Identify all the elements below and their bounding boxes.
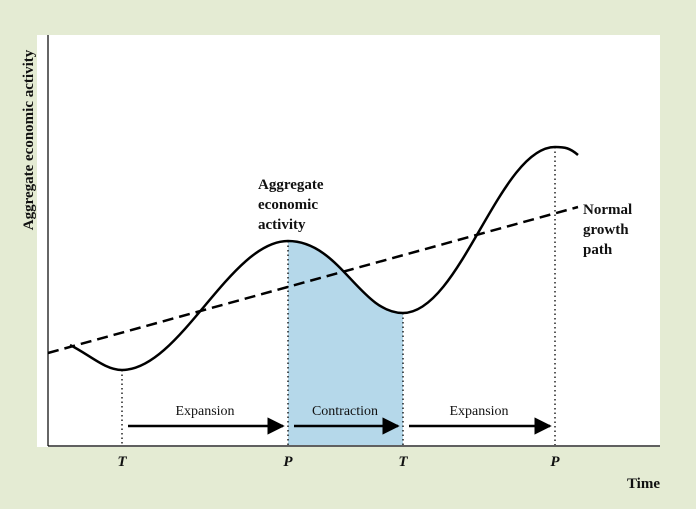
trend-label: growth: [583, 222, 629, 238]
turning-point-lines: [121, 147, 556, 445]
curve-label: activity: [258, 217, 306, 233]
phase-label: Expansion: [449, 404, 508, 419]
point-label: P: [550, 454, 560, 470]
curve-label: Aggregate: [258, 177, 324, 193]
x-axis-label: Time: [627, 476, 660, 492]
y-axis-label: Aggregate economic activity: [21, 49, 37, 230]
phase-label: Expansion: [175, 404, 234, 419]
trend-label: path: [583, 242, 613, 258]
point-label: T: [117, 454, 127, 470]
growth-path: [47, 205, 579, 355]
point-label: P: [283, 454, 293, 470]
trend-label: Normal: [583, 202, 632, 218]
phase-label: Contraction: [312, 404, 378, 419]
activity-curve: [69, 145, 579, 372]
contraction-shade: [288, 241, 403, 445]
point-label: T: [398, 454, 408, 470]
curve-label: economic: [258, 197, 318, 213]
